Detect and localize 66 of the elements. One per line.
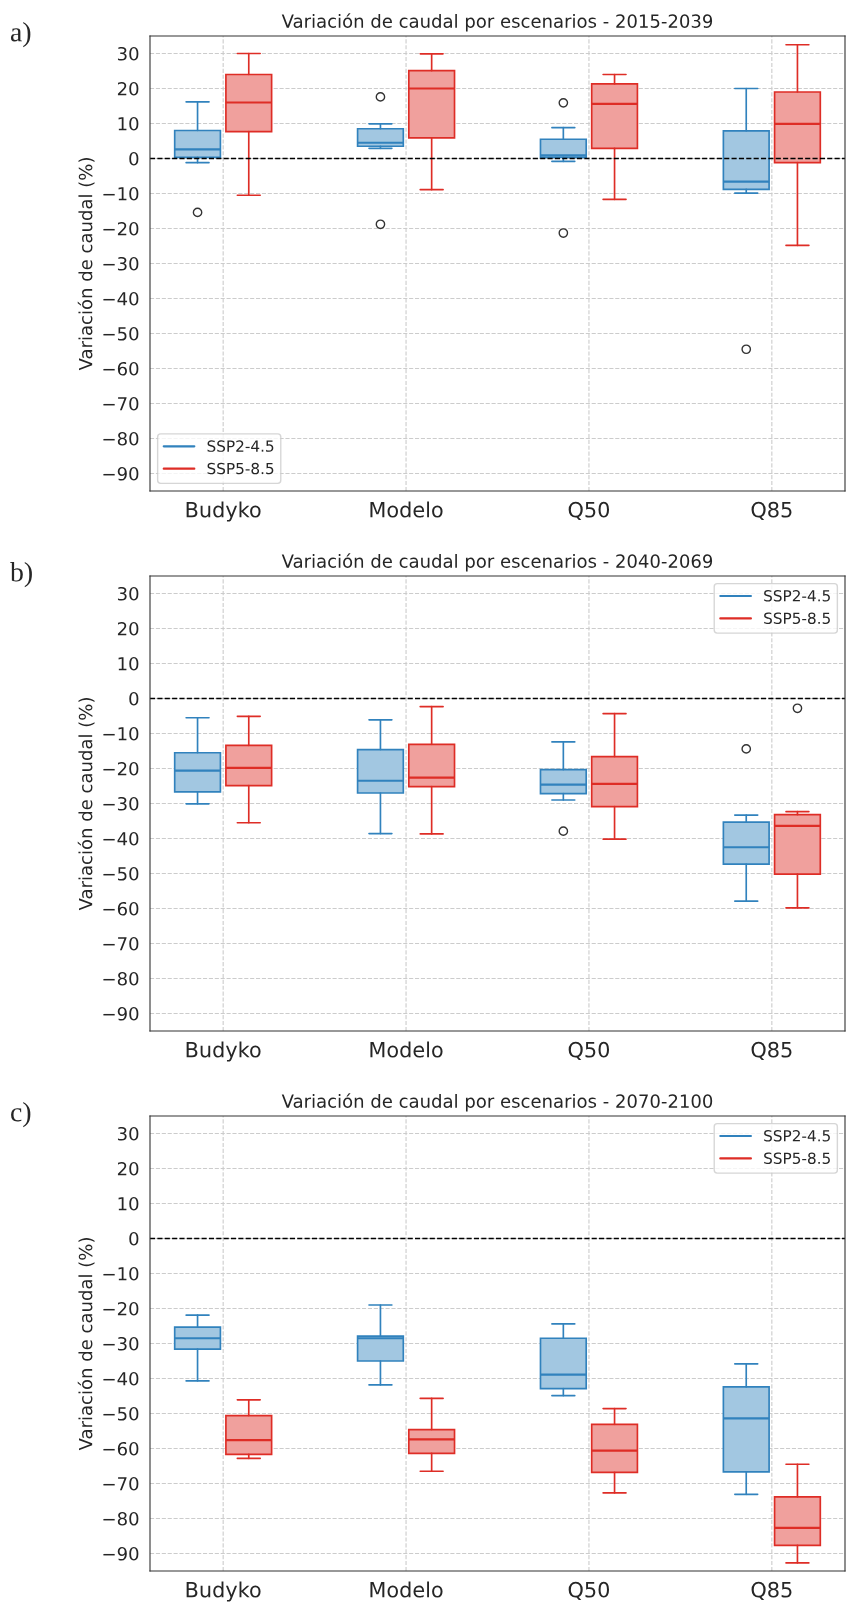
y-tick-label: −80: [103, 431, 139, 446]
x-tick-label: Q50: [568, 1581, 610, 1600]
x-tick-label: Q85: [751, 1041, 792, 1060]
y-tick-label: −50: [103, 866, 139, 881]
y-tick-label: −20: [103, 761, 139, 776]
y-axis-title: Variación de caudal (%): [77, 698, 95, 911]
y-tick-label: 30: [117, 1126, 139, 1141]
text: a): [10, 22, 31, 48]
y-tick-label: −90: [103, 466, 139, 481]
y-axis-title: Variación de caudal (%): [77, 1238, 95, 1451]
y-tick-label: 0: [129, 151, 139, 166]
y-tick-label: −10: [103, 1266, 139, 1281]
x-tick-label: Budyko: [186, 501, 261, 522]
legend-label: SSP5-8.5: [764, 1152, 830, 1164]
y-tick-label: 10: [118, 656, 139, 671]
y-tick-label: 20: [117, 1161, 139, 1176]
legend-label: SSP2-4.5: [207, 440, 274, 452]
y-tick-label: −40: [103, 831, 139, 846]
y-tick-label: 30: [117, 586, 139, 601]
legend-label: SSP2-4.5: [764, 1130, 830, 1142]
y-tick-label: −80: [103, 1511, 139, 1526]
text: b): [10, 562, 32, 588]
y-tick-label: 20: [117, 621, 139, 636]
x-tick-label: Budyko: [186, 1041, 261, 1062]
x-tick-label: Q50: [568, 501, 610, 520]
y-tick-label: 0: [129, 691, 139, 706]
y-tick-label: −40: [103, 1371, 139, 1386]
legend-label: SSP5-8.5: [764, 612, 830, 624]
chart-title: Variación de caudal por escenarios - 2040-2069: [281, 553, 713, 572]
x-tick-label: Budyko: [186, 1581, 261, 1602]
chart-title: Variación de caudal por escenarios - 2015-2039: [281, 13, 713, 32]
y-tick-label: −70: [103, 936, 139, 951]
x-tick-label: Q85: [751, 1581, 792, 1600]
y-tick-label: 10: [118, 116, 139, 131]
y-tick-label: −70: [103, 396, 139, 411]
y-tick-label: −20: [103, 221, 139, 236]
x-tick-label: Modelo: [370, 1041, 443, 1058]
y-tick-label: 10: [118, 1196, 139, 1211]
y-tick-label: −60: [103, 361, 139, 376]
y-tick-label: −20: [103, 1301, 139, 1316]
y-tick-label: 30: [117, 46, 139, 61]
x-tick-label: Q50: [568, 1041, 610, 1060]
y-tick-label: −40: [103, 291, 139, 306]
y-tick-label: −90: [103, 1006, 139, 1021]
x-tick-label: Modelo: [370, 501, 443, 518]
legend-label: SSP5-8.5: [207, 462, 274, 475]
legend-label: SSP2-4.5: [764, 590, 830, 602]
y-tick-label: −60: [103, 1441, 139, 1456]
y-tick-label: −30: [103, 796, 139, 811]
y-tick-label: −70: [103, 1476, 139, 1491]
y-tick-label: −50: [103, 326, 139, 341]
y-tick-label: 20: [117, 81, 139, 96]
y-tick-label: −90: [103, 1546, 139, 1561]
y-axis-title: Variación de caudal (%): [77, 158, 95, 371]
text: c): [11, 1102, 31, 1128]
y-tick-label: −60: [103, 901, 139, 916]
chart-title: Variación de caudal por escenarios - 2070-2100: [281, 1093, 713, 1112]
y-tick-label: −30: [103, 256, 139, 271]
y-tick-label: −80: [103, 971, 139, 986]
x-tick-label: Modelo: [370, 1581, 443, 1598]
y-tick-label: 0: [129, 1231, 139, 1246]
y-tick-label: −30: [103, 1336, 139, 1351]
y-tick-label: −50: [103, 1406, 139, 1421]
y-tick-label: −10: [103, 186, 139, 201]
y-tick-label: −10: [103, 726, 139, 741]
x-tick-label: Q85: [751, 501, 792, 520]
